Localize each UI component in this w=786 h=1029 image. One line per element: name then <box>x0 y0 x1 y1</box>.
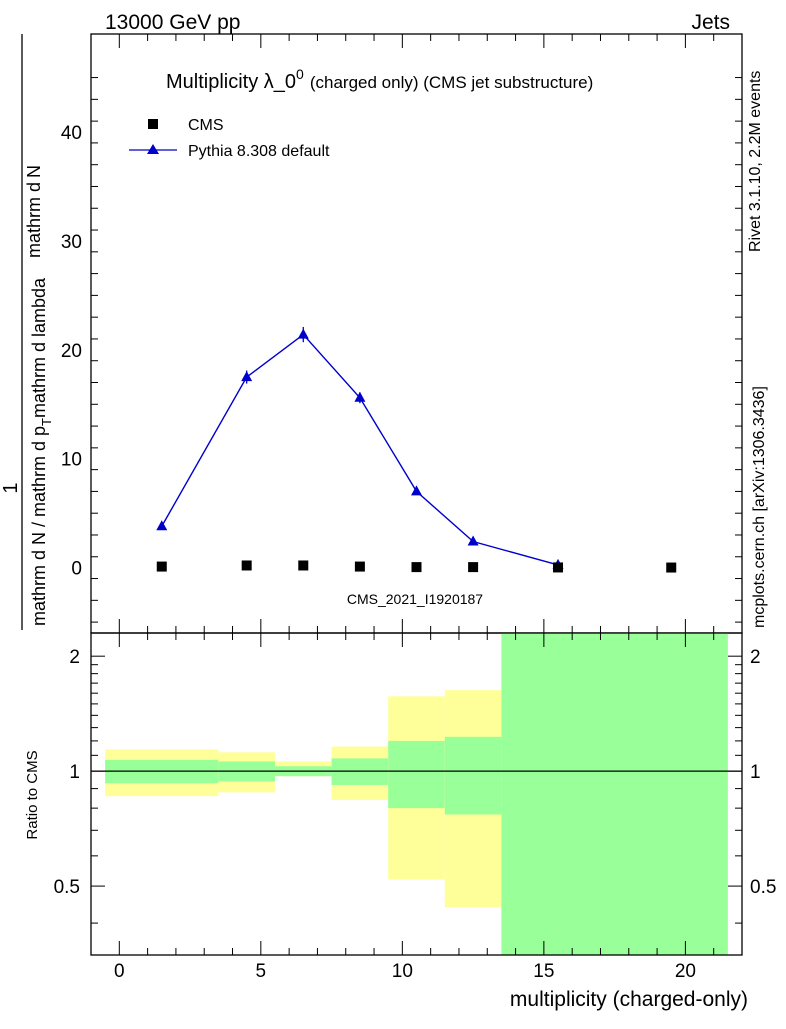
cms-point <box>411 562 422 573</box>
energy-label: 13000 GeV pp <box>105 11 240 34</box>
main-ylabel: 1 mathrm d N / mathrm d pTmathrm d lambd… <box>0 34 54 630</box>
x-tick-label: 15 <box>533 961 554 982</box>
main-panel: 0 10 20 30 40 <box>61 33 743 634</box>
main-title: Multiplicity λ_00 (charged only) (CMS jet… <box>166 66 593 93</box>
ylabel-den-right: mathrm d lambda <box>29 277 49 418</box>
x-tick-label: 10 <box>392 961 413 982</box>
ratio-y-tick-label-right: 1 <box>750 762 761 783</box>
x-tick-label: 0 <box>114 961 125 982</box>
pythia-point <box>297 328 309 339</box>
ratio-band-green-5 <box>444 736 502 815</box>
ratio-band-green-4 <box>388 740 445 809</box>
ratio-ylabel: Ratio to CMS <box>24 750 41 839</box>
ratio-y-tick-label: 0.5 <box>54 877 80 898</box>
x-axis-label: multiplicity (charged-only) <box>510 988 748 1011</box>
x-tick-label: 20 <box>675 961 696 982</box>
pythia-point <box>156 520 168 531</box>
mcplots-label: mcplots.cern.ch [arXiv:1306.3436] <box>751 386 768 628</box>
ylabel-denominator: mathrm d N / mathrm d pTmathrm d lambda <box>29 277 54 626</box>
cms-point <box>156 561 167 572</box>
ratio-band-green-6 <box>501 633 728 955</box>
pythia-point <box>241 371 253 382</box>
legend: CMS Pythia 8.308 default <box>129 117 330 160</box>
process-label: Jets <box>691 11 730 34</box>
pythia-point <box>411 485 422 496</box>
legend-pythia-marker <box>147 144 159 154</box>
main-title-sub: (charged only) (CMS jet substructure) <box>310 73 593 92</box>
cms-point <box>298 560 309 571</box>
pythia-point <box>354 391 366 402</box>
legend-pythia-label: Pythia 8.308 default <box>188 143 330 160</box>
legend-cms-label: CMS <box>188 117 224 134</box>
x-tick-label: 5 <box>256 961 267 982</box>
y-tick-label: 20 <box>61 341 82 362</box>
rivet-label: Rivet 3.1.10, 2.2M events <box>747 71 764 252</box>
ylabel-n: N <box>24 165 44 178</box>
ratio-panel: 0 5 10 15 20 0.5 0.5 1 1 2 2 <box>54 632 776 982</box>
ylabel-num: mathrm d <box>24 182 44 258</box>
pythia-series-line <box>161 333 559 566</box>
y-tick-label: 40 <box>61 123 82 144</box>
ratio-y-tick-label: 2 <box>69 647 80 668</box>
y-tick-label: 30 <box>61 232 82 253</box>
ylabel-t1: T <box>39 418 54 426</box>
cms-point <box>241 560 252 571</box>
ratio-y-tick-label: 1 <box>69 762 80 783</box>
ratio-y-tick-label-right: 0.5 <box>750 877 776 898</box>
analysis-label: CMS_2021_I1920187 <box>347 591 483 607</box>
pythia-point <box>467 535 479 546</box>
ylabel-one: 1 <box>0 482 22 493</box>
y-tick-label: 0 <box>71 559 82 580</box>
cms-point <box>666 562 677 573</box>
ylabel-numerator: mathrm d N <box>24 165 44 258</box>
legend-cms-marker <box>148 119 158 129</box>
ratio-frame <box>90 632 743 956</box>
y-tick-label: 10 <box>61 450 82 471</box>
cms-point <box>354 561 365 572</box>
cms-point <box>468 562 479 573</box>
cms-point <box>553 562 564 573</box>
ratio-y-tick-label-right: 2 <box>750 647 761 668</box>
ylabel-den-left: mathrm d N / mathrm d p <box>29 426 49 626</box>
main-title-text: Multiplicity λ_0 <box>166 71 296 93</box>
main-title-sup: 0 <box>296 66 304 82</box>
